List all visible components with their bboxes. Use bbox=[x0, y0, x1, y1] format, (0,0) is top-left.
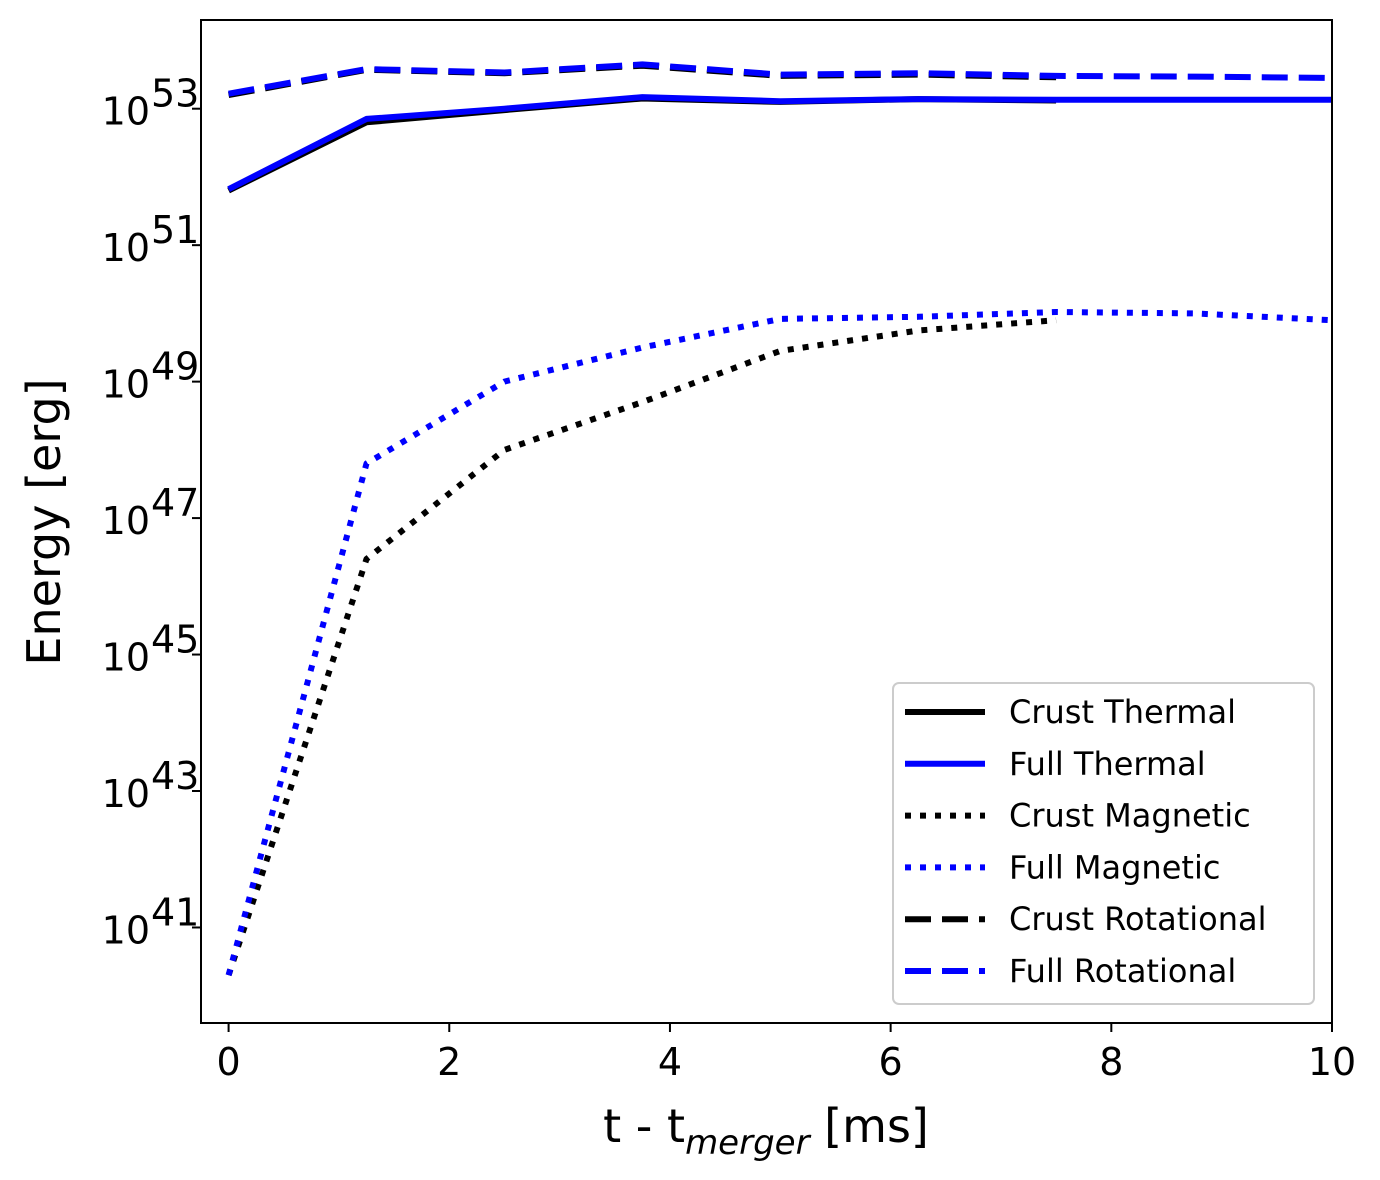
x-axis-label-unit: [ms] bbox=[810, 1099, 929, 1153]
x-axis-label-main: t - t bbox=[603, 1099, 685, 1153]
y-tick-label: 10 bbox=[102, 636, 150, 680]
x-tick-label: 0 bbox=[216, 1040, 240, 1084]
legend-label: Full Magnetic bbox=[1009, 848, 1220, 886]
y-tick-label: 10 bbox=[102, 499, 150, 543]
legend-box bbox=[892, 682, 1315, 1005]
y-tick-exponent: 43 bbox=[151, 754, 199, 798]
x-tick-label: 6 bbox=[879, 1040, 903, 1084]
legend-label: Crust Rotational bbox=[1009, 900, 1267, 938]
legend-label: Crust Thermal bbox=[1009, 693, 1236, 731]
y-tick-label: 10 bbox=[102, 363, 150, 407]
y-tick-exponent: 47 bbox=[151, 481, 199, 525]
y-tick-label: 10 bbox=[102, 90, 150, 134]
x-tick-label: 8 bbox=[1099, 1040, 1123, 1084]
plot-frame bbox=[200, 19, 1333, 1024]
x-axis-ticks: 0 2 4 6 8 10 bbox=[216, 1023, 1356, 1084]
legend-label: Full Thermal bbox=[1009, 745, 1206, 783]
y-tick-label: 10 bbox=[102, 226, 150, 270]
legend-entries: Crust Thermal Full Thermal Crust Magnetic F… bbox=[905, 693, 1267, 990]
series-line-crust-magnetic bbox=[225, 317, 1057, 977]
y-tick-exponent: 41 bbox=[151, 890, 199, 934]
x-tick-label: 2 bbox=[437, 1040, 461, 1084]
series-line-full-rotational bbox=[228, 61, 1332, 97]
y-tick-label: 10 bbox=[102, 908, 150, 952]
y-tick-exponent: 53 bbox=[151, 72, 199, 116]
x-axis-label-subscript: merger bbox=[685, 1123, 812, 1163]
y-tick-label: 10 bbox=[102, 772, 150, 816]
legend: Crust Thermal Full Thermal Crust Magnetic F… bbox=[892, 682, 1315, 1005]
y-tick-exponent: 49 bbox=[151, 345, 199, 389]
x-tick-label: 4 bbox=[658, 1040, 682, 1084]
x-axis-label: t - tmerger [ms] bbox=[603, 1099, 929, 1163]
legend-label: Crust Magnetic bbox=[1009, 797, 1251, 835]
y-tick-exponent: 45 bbox=[151, 618, 199, 662]
legend-label: Full Rotational bbox=[1009, 952, 1236, 990]
series-layer bbox=[225, 61, 1332, 977]
y-tick-exponent: 51 bbox=[151, 208, 199, 252]
series-line-full-thermal bbox=[227, 94, 1332, 192]
y-axis-label: Energy [erg] bbox=[17, 378, 71, 665]
x-tick-label: 10 bbox=[1308, 1040, 1356, 1084]
